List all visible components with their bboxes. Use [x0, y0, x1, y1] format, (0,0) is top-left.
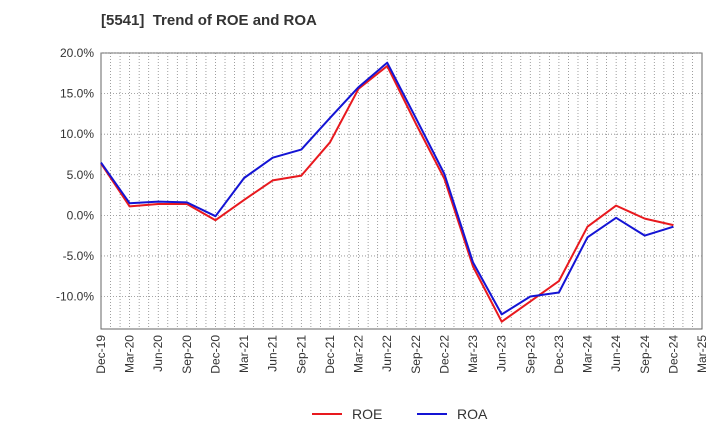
- x-tick-label: Jun-20: [151, 335, 165, 372]
- x-tick-label: Sep-24: [638, 335, 652, 374]
- legend-label-roe: ROE: [352, 406, 382, 422]
- x-tick-label: Mar-20: [123, 335, 137, 373]
- chart-title: [5541] Trend of ROE and ROA: [101, 12, 317, 29]
- series-line-roa: [100, 61, 674, 316]
- x-tick-label: Sep-23: [523, 335, 537, 374]
- x-tick-label: Jun-24: [609, 335, 623, 372]
- x-tick-label: Mar-24: [581, 335, 595, 373]
- series-line-roe: [100, 65, 674, 323]
- x-tick-label: Mar-21: [237, 335, 251, 373]
- x-tick-label: Mar-25: [695, 335, 709, 373]
- x-tick-label: Dec-20: [208, 335, 222, 374]
- x-tick-label: Dec-24: [666, 335, 680, 374]
- y-tick-label: 20.0%: [60, 46, 94, 60]
- y-tick-label: 10.0%: [60, 127, 94, 141]
- x-tick-label: Jun-23: [495, 335, 509, 372]
- y-tick-label: -5.0%: [63, 249, 95, 263]
- series-lines: [100, 61, 674, 323]
- y-axis-ticks: 20.0% 15.0% 10.0% 5.0% 0.0% -5.0% -10.0%: [56, 46, 94, 304]
- x-tick-label: Sep-20: [180, 335, 194, 374]
- y-tick-label: -10.0%: [56, 290, 94, 304]
- y-tick-label: 5.0%: [67, 168, 95, 182]
- x-tick-label: Jun-22: [380, 335, 394, 372]
- x-tick-label: Dec-22: [437, 335, 451, 374]
- y-tick-label: 0.0%: [67, 208, 95, 222]
- x-tick-label: Mar-22: [352, 335, 366, 373]
- x-tick-label: Dec-23: [552, 335, 566, 374]
- plot-area: [100, 52, 703, 330]
- x-tick-label: Sep-21: [294, 335, 308, 374]
- x-tick-label: Jun-21: [266, 335, 280, 372]
- x-tick-label: Dec-19: [94, 335, 108, 374]
- y-tick-label: 15.0%: [60, 87, 94, 101]
- legend-label-roa: ROA: [457, 406, 488, 422]
- x-tick-label: Dec-21: [323, 335, 337, 374]
- x-tick-label: Sep-22: [409, 335, 423, 374]
- x-axis-ticks: Dec-19 Mar-20 Jun-20 Sep-20 Dec-20 Mar-21 Jun-…: [94, 335, 709, 374]
- legend: ROE ROA: [312, 406, 488, 422]
- x-tick-label: Mar-23: [466, 335, 480, 373]
